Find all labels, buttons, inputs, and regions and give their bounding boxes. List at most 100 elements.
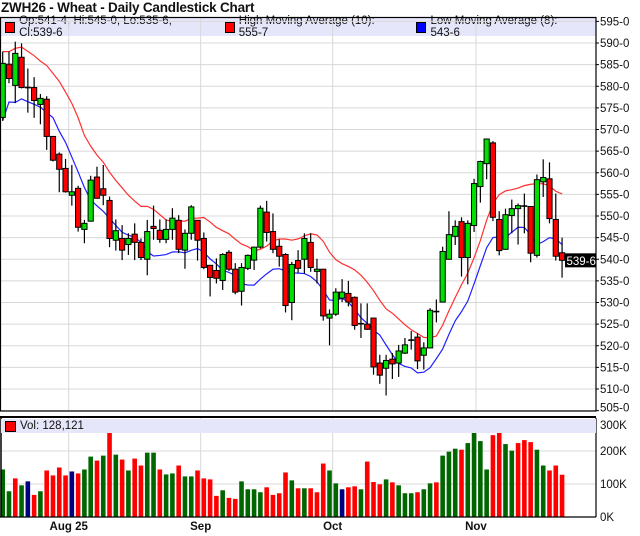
candle — [137, 238, 145, 261]
candle-body — [87, 179, 94, 222]
candle-body — [269, 231, 277, 250]
candle — [169, 208, 176, 240]
candle-body — [100, 188, 107, 196]
volume-bar — [295, 488, 301, 517]
volume-bar — [320, 463, 326, 517]
volume-bar — [182, 476, 188, 517]
volume-bar — [390, 482, 395, 517]
candle — [37, 94, 44, 125]
month-label: Aug 25 — [50, 521, 89, 533]
price-tick-label: 550-0 — [600, 211, 629, 223]
volume-bar — [195, 470, 200, 517]
candle-body — [207, 264, 214, 278]
candle-body — [502, 214, 509, 250]
candle-body — [244, 254, 251, 269]
candle-body — [276, 245, 283, 257]
volume-tick-label: 0K — [600, 512, 614, 524]
low-moving-average-line — [2, 98, 563, 374]
candle — [376, 354, 383, 384]
candle — [125, 233, 132, 255]
candle — [364, 303, 371, 330]
price-tick-label: 520-0 — [600, 341, 629, 353]
volume-bar — [69, 471, 75, 517]
volume-bar — [528, 442, 533, 517]
candle-body — [68, 191, 75, 196]
volume-bar — [553, 465, 559, 517]
candle — [49, 135, 57, 162]
candle — [150, 205, 157, 240]
candle — [433, 299, 440, 323]
volume-bar — [75, 473, 81, 517]
volume-bar — [534, 449, 540, 517]
candle-body — [169, 217, 176, 230]
volume-bar — [220, 490, 225, 517]
volume-bar — [471, 423, 477, 517]
candle — [351, 296, 358, 330]
candle-body — [12, 52, 19, 86]
candle-body — [338, 291, 346, 299]
month-label: Nov — [465, 521, 487, 533]
candle — [181, 229, 189, 269]
volume-bar — [465, 443, 471, 517]
candle-body — [18, 56, 25, 89]
candle-body — [477, 161, 484, 188]
candle — [301, 233, 308, 274]
candle-body — [144, 231, 151, 260]
candle-body — [439, 250, 446, 303]
candle — [477, 160, 484, 203]
candle-body — [382, 359, 390, 369]
candle — [62, 158, 69, 193]
volume-bar — [44, 470, 49, 517]
candle-body — [163, 228, 170, 240]
candle-body — [552, 218, 559, 257]
candle — [326, 309, 333, 346]
volume-bar — [522, 440, 527, 517]
volume-bar — [38, 491, 43, 517]
candle-body — [376, 362, 383, 376]
volume-bar — [496, 431, 502, 517]
volume-bar — [402, 493, 408, 517]
volume-tick-label: 100K — [600, 479, 627, 491]
price-tick-label: 560-0 — [600, 168, 629, 180]
candle-body — [508, 208, 515, 217]
volume-bar — [547, 470, 552, 517]
candle — [489, 141, 497, 222]
volume-bar — [503, 444, 508, 517]
volume-bar — [358, 489, 364, 517]
candle — [540, 159, 547, 197]
red-square-icon — [5, 420, 16, 432]
candle — [12, 41, 19, 104]
candle-body — [452, 225, 459, 237]
candle — [514, 203, 522, 245]
price-tick-label: 545-0 — [600, 233, 629, 245]
volume-bar — [50, 475, 56, 517]
volume-bar — [302, 488, 307, 517]
volume-bar — [88, 456, 93, 517]
volume-bar — [176, 465, 181, 517]
price-tick-label: 585-0 — [600, 60, 629, 72]
candle-body — [5, 63, 13, 79]
candle-body — [527, 205, 534, 254]
candle — [395, 344, 402, 377]
candle — [508, 199, 515, 234]
volume-bar — [459, 449, 464, 517]
legend-volume: Vol: 128,121 — [1, 420, 84, 432]
volume-bar — [339, 489, 345, 517]
volume-bar — [440, 455, 445, 517]
candle — [401, 337, 409, 354]
volume-bar — [25, 481, 31, 517]
candle — [257, 205, 264, 249]
candle — [439, 246, 446, 303]
volume-tick-label: 200K — [600, 446, 627, 458]
candle — [207, 264, 214, 297]
volume-bar — [100, 455, 106, 517]
volume-bar — [314, 492, 320, 517]
blue-square-icon — [416, 21, 427, 33]
candle — [56, 152, 63, 193]
volume-bar — [415, 492, 420, 517]
candle-body — [395, 350, 402, 364]
candle-body — [93, 176, 101, 199]
candle-body — [225, 251, 233, 270]
volume-bar — [144, 452, 150, 517]
candle-body — [232, 268, 239, 293]
